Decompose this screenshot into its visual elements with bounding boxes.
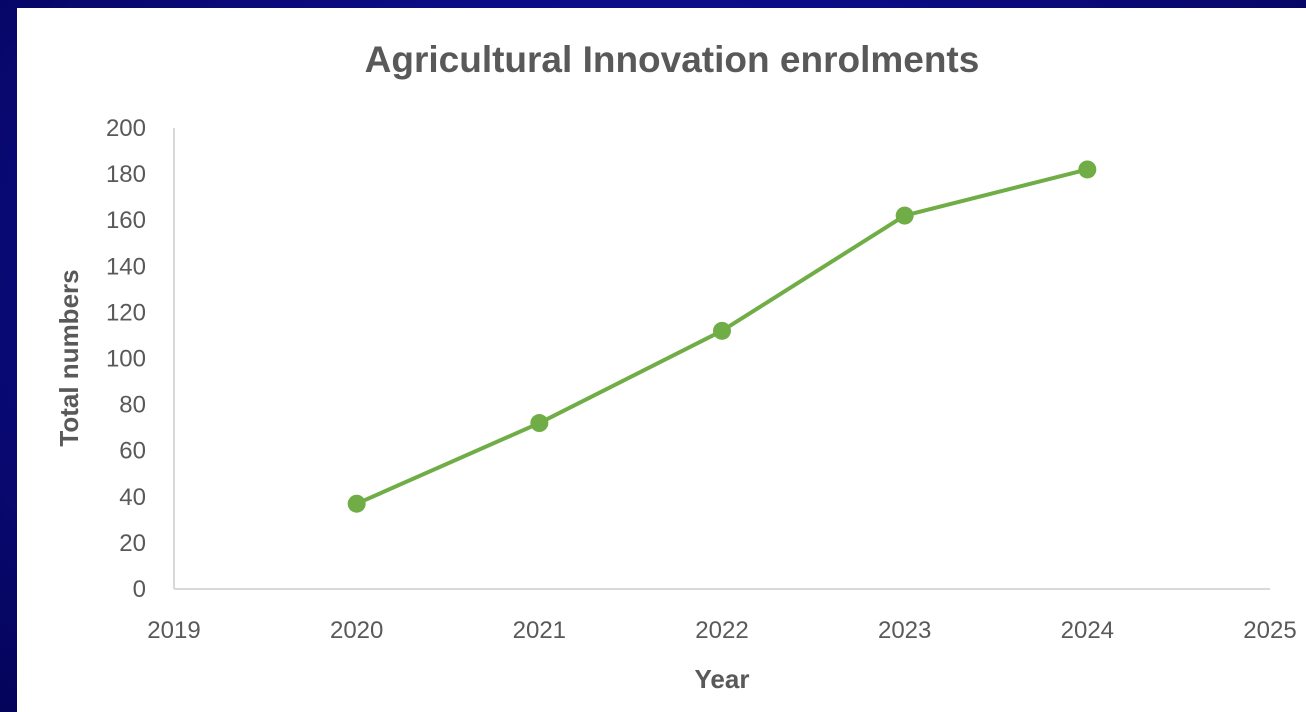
y-tick-label: 120 (106, 299, 146, 326)
y-tick-label: 180 (106, 161, 146, 188)
y-tick-label: 140 (106, 253, 146, 280)
data-point (895, 206, 914, 225)
chart-title: Agricultural Innovation enrolments (365, 39, 980, 80)
y-tick-label: 200 (106, 115, 146, 142)
x-tick-label: 2025 (1243, 617, 1296, 644)
x-tick-label: 2024 (1061, 617, 1114, 644)
series-group (347, 160, 1097, 513)
y-tick-label: 60 (119, 438, 146, 465)
y-tick-label: 40 (119, 484, 146, 511)
y-axis-title: Total numbers (54, 269, 84, 446)
x-tick-label: 2019 (147, 617, 200, 644)
x-tick-label: 2023 (878, 617, 931, 644)
data-point (713, 321, 731, 340)
y-tick-label: 100 (106, 346, 146, 373)
y-tick-labels: 0 20 40 60 80 100 120 140 160 180 200 (106, 115, 146, 603)
x-axis-title: Year (695, 664, 750, 694)
x-tick-label: 2021 (513, 617, 566, 644)
x-tick-labels: 2019 2020 2021 2022 2023 2024 2025 (147, 617, 1296, 644)
data-point (1078, 160, 1097, 179)
y-tick-label: 160 (106, 207, 146, 234)
x-tick-label: 2020 (330, 617, 383, 644)
y-tick-label: 20 (119, 530, 146, 557)
y-tick-label: 0 (133, 576, 146, 603)
x-tick-label: 2022 (695, 617, 748, 644)
data-point (530, 414, 549, 433)
data-point (347, 494, 366, 513)
y-tick-label: 80 (119, 392, 146, 419)
